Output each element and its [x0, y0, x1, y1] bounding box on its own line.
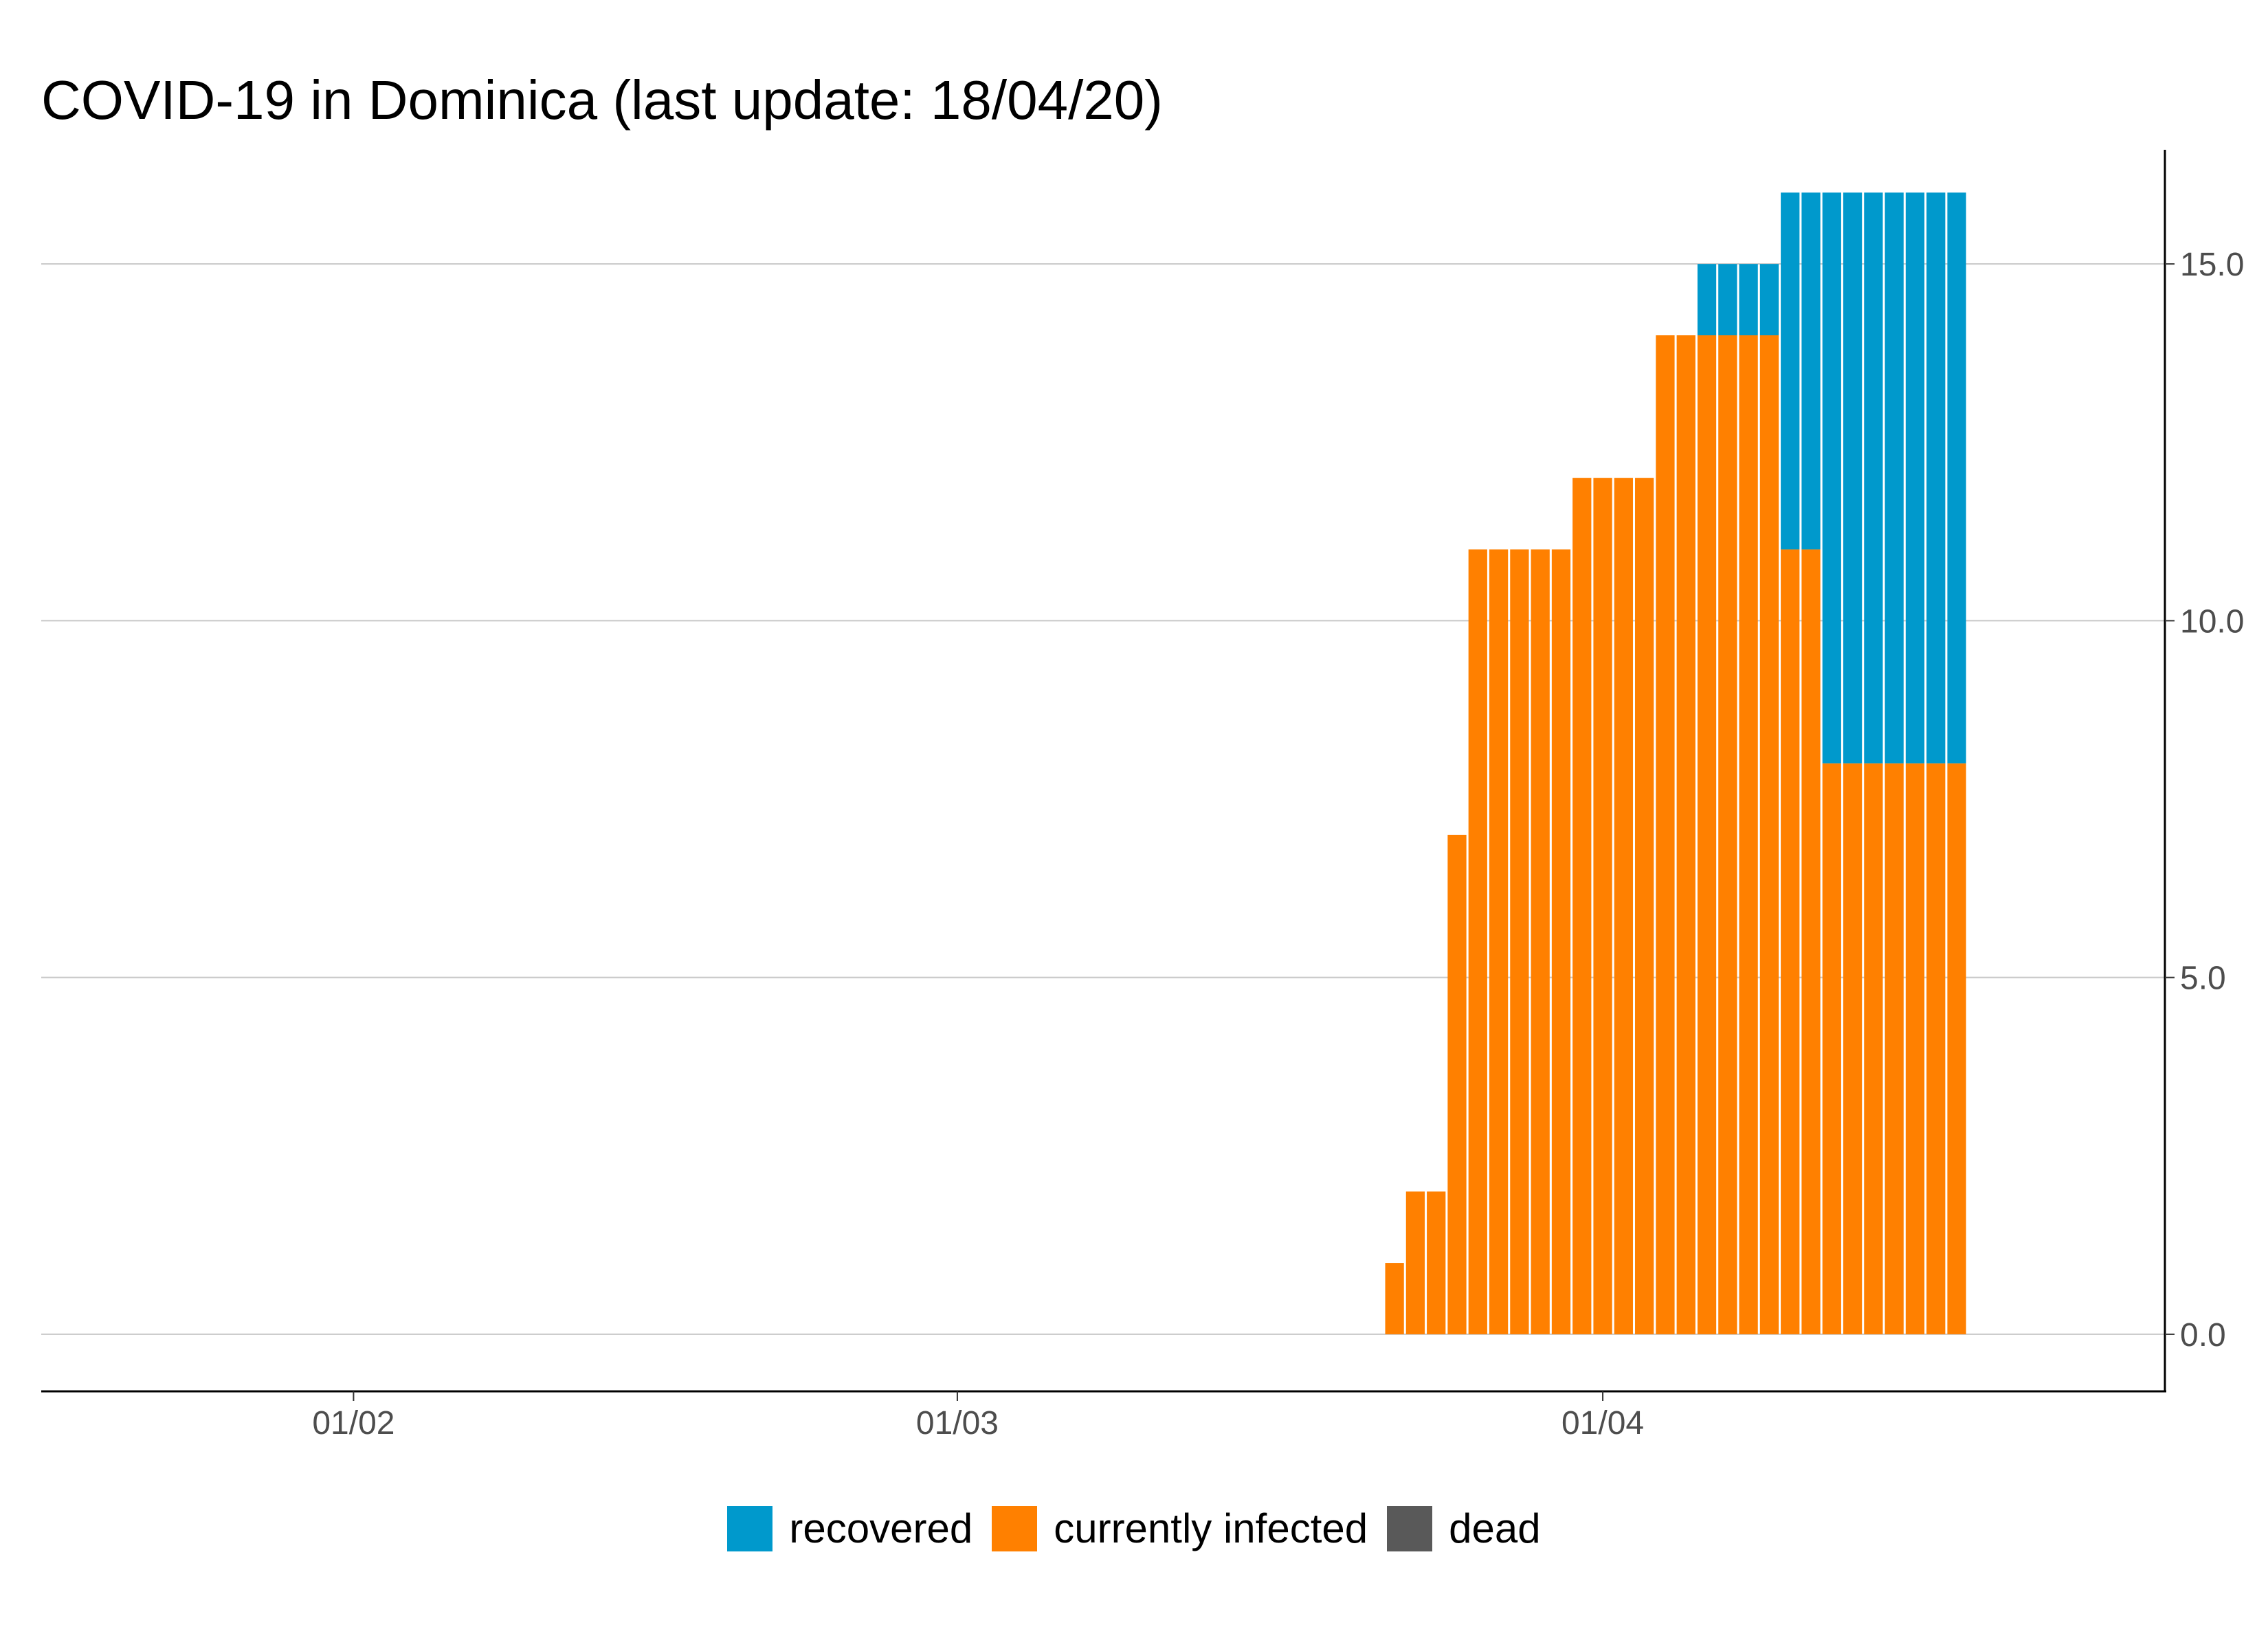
bar-currently-infected — [1885, 763, 1904, 1334]
bar-recovered — [1905, 192, 1925, 764]
x-axis-ticks: 01/02 01/03 01/04 — [312, 1391, 1644, 1442]
bar-currently-infected — [1531, 549, 1550, 1334]
x-tick-label: 01/02 — [312, 1405, 394, 1442]
legend-item-recovered: recovered — [727, 1505, 972, 1552]
x-tick-label: 01/04 — [1561, 1405, 1644, 1442]
bar-recovered — [1759, 264, 1779, 336]
bar-recovered — [1885, 192, 1904, 764]
y-axis-ticks: 0.0 5.0 10.0 15.0 — [2165, 247, 2244, 1354]
legend-item-currently-infected: currently infected — [992, 1505, 1368, 1552]
bar-currently-infected — [1572, 478, 1592, 1334]
bar-currently-infected — [1947, 763, 1966, 1334]
bar-currently-infected — [1405, 1191, 1425, 1334]
legend-item-dead: dead — [1387, 1505, 1541, 1552]
legend-swatch-dead — [1387, 1505, 1433, 1551]
bars — [1385, 192, 1966, 1334]
bar-currently-infected — [1781, 549, 1800, 1334]
legend-label-recovered: recovered — [789, 1505, 973, 1551]
bar-currently-infected — [1843, 763, 1863, 1334]
bar-currently-infected — [1905, 763, 1925, 1334]
bar-currently-infected — [1447, 834, 1467, 1334]
y-tick-label: 15.0 — [2180, 247, 2244, 283]
bar-currently-infected — [1593, 478, 1612, 1334]
legend-swatch-recovered — [727, 1505, 773, 1551]
y-tick-label: 10.0 — [2180, 603, 2244, 640]
bar-currently-infected — [1551, 549, 1571, 1334]
bar-currently-infected — [1697, 335, 1717, 1334]
bar-currently-infected — [1801, 549, 1821, 1334]
bar-recovered — [1697, 264, 1717, 336]
legend-swatch-currently-infected — [992, 1505, 1038, 1551]
legend-label-currently-infected: currently infected — [1054, 1505, 1368, 1551]
bar-currently-infected — [1489, 549, 1509, 1334]
chart-title: COVID-19 in Dominica (last update: 18/04… — [41, 69, 1163, 131]
bar-currently-infected — [1864, 763, 1883, 1334]
bar-recovered — [1781, 192, 1800, 550]
bar-currently-infected — [1468, 549, 1487, 1334]
bar-currently-infected — [1676, 335, 1696, 1334]
bar-currently-infected — [1635, 478, 1654, 1334]
bar-recovered — [1718, 264, 1737, 336]
bar-recovered — [1739, 264, 1758, 336]
bar-recovered — [1947, 192, 1966, 764]
bar-recovered — [1926, 192, 1946, 764]
bar-recovered — [1864, 192, 1883, 764]
legend-label-dead: dead — [1449, 1505, 1541, 1551]
legend: recovered currently infected dead — [0, 1505, 2268, 1552]
bar-recovered — [1801, 192, 1821, 550]
bar-currently-infected — [1926, 763, 1946, 1334]
bar-currently-infected — [1656, 335, 1675, 1334]
bar-currently-infected — [1822, 763, 1841, 1334]
bar-currently-infected — [1385, 1263, 1404, 1334]
bar-currently-infected — [1510, 549, 1529, 1334]
bar-currently-infected — [1718, 335, 1737, 1334]
axes — [41, 150, 2166, 1393]
bar-currently-infected — [1427, 1191, 1446, 1334]
y-tick-label: 5.0 — [2180, 961, 2226, 997]
bar-currently-infected — [1614, 478, 1633, 1334]
x-tick-label: 01/03 — [916, 1405, 999, 1442]
bar-recovered — [1843, 192, 1863, 764]
bar-recovered — [1822, 192, 1841, 764]
bar-currently-infected — [1759, 335, 1779, 1334]
y-tick-label: 0.0 — [2180, 1317, 2226, 1354]
bar-currently-infected — [1739, 335, 1758, 1334]
